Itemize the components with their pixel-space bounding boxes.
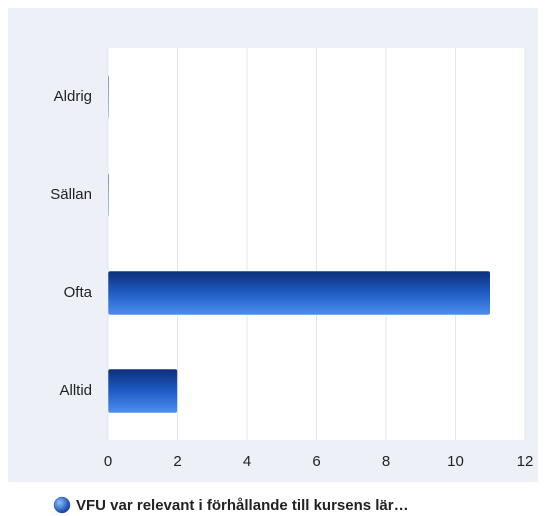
y-tick-label: Ofta [64, 284, 93, 301]
legend-label: VFU var relevant i förhållande till kurs… [76, 497, 409, 514]
x-tick-label: 4 [243, 453, 251, 470]
y-tick-label: Aldrig [54, 88, 92, 105]
x-tick-label: 10 [447, 453, 464, 470]
legend-marker [53, 496, 71, 514]
bar [107, 270, 491, 316]
x-tick-label: 6 [312, 453, 320, 470]
x-tick-label: 2 [173, 453, 181, 470]
x-tick-label: 8 [382, 453, 390, 470]
bar [107, 368, 178, 414]
y-tick-label: Sällan [50, 186, 92, 203]
bar [107, 74, 110, 120]
y-tick-label: Alltid [59, 382, 92, 399]
bar [107, 172, 110, 218]
x-tick-label: 12 [517, 453, 534, 470]
x-tick-label: 0 [104, 453, 112, 470]
